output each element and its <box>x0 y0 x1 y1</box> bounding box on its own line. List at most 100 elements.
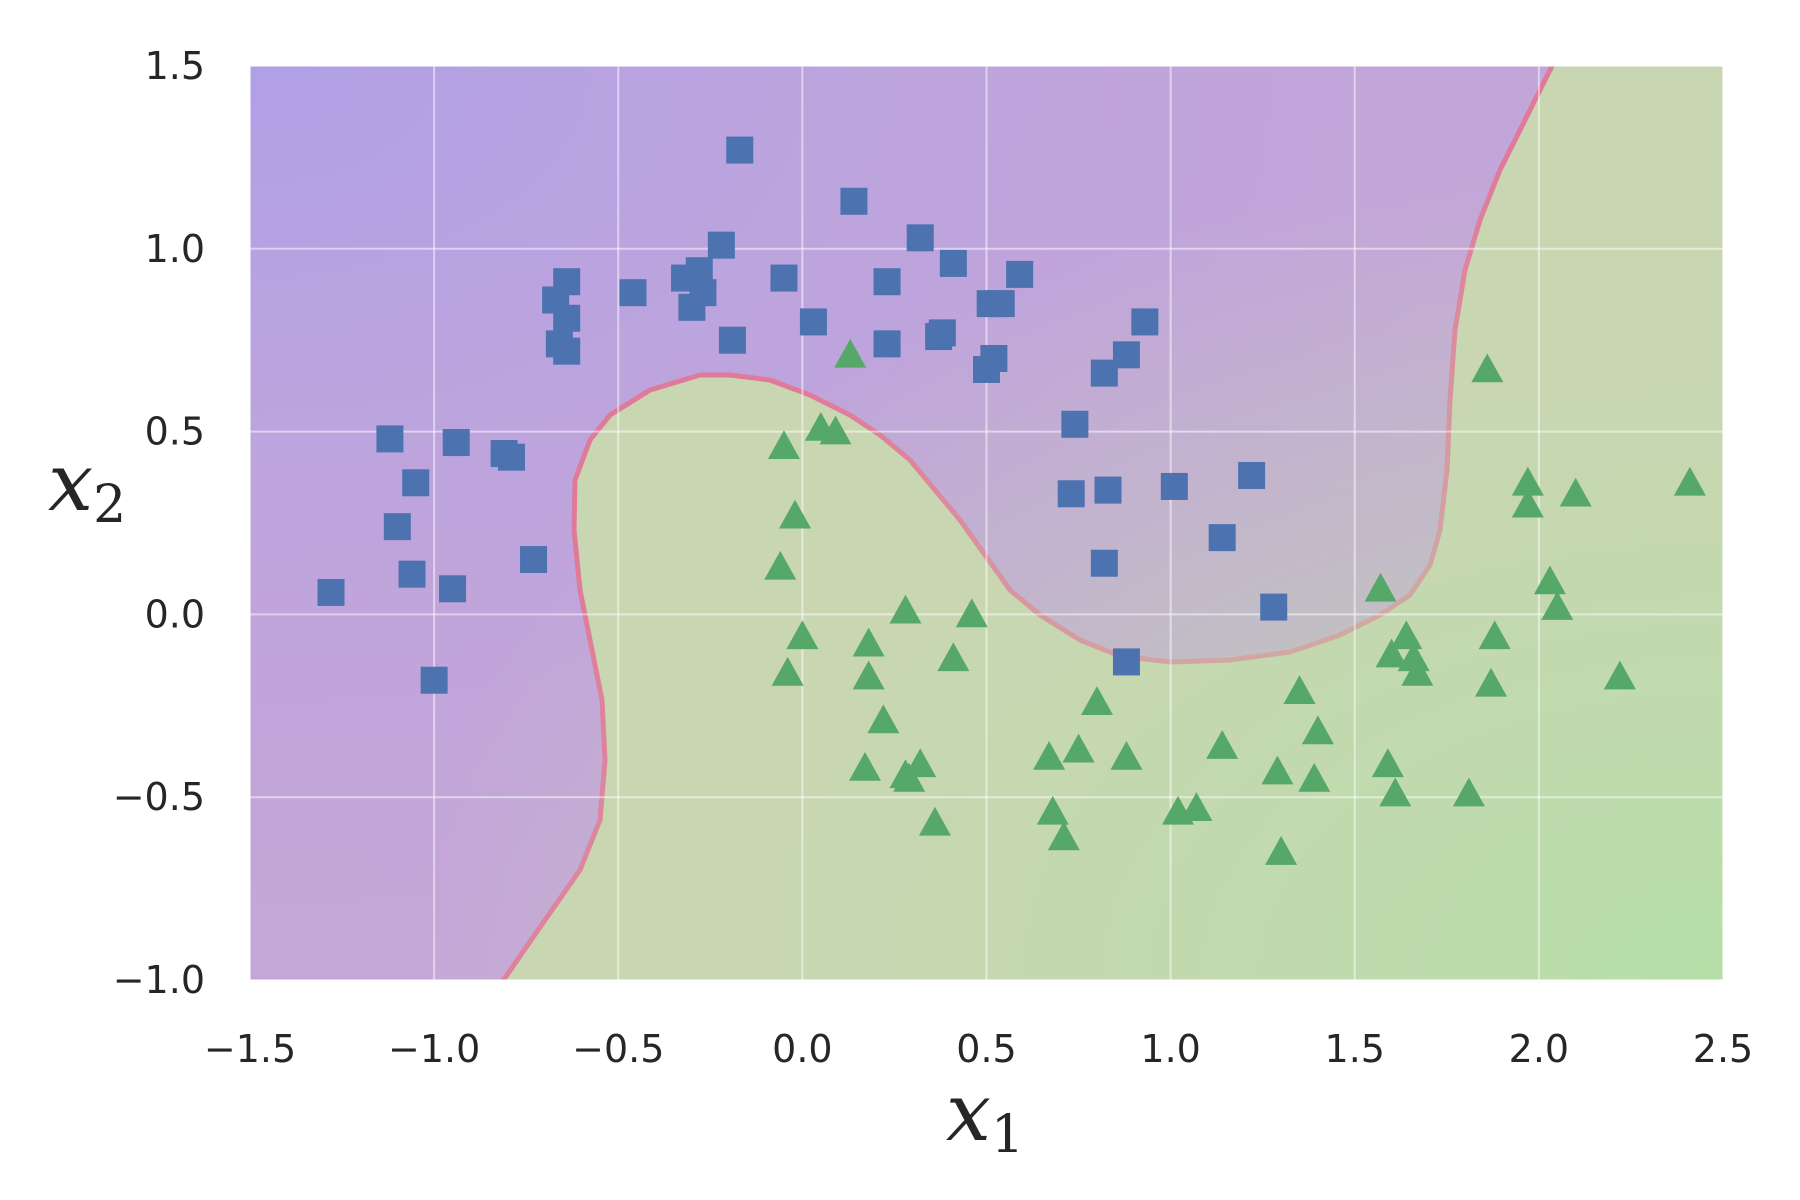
y-axis-label: x2 <box>48 436 126 535</box>
square-point <box>1090 359 1118 387</box>
plot-background <box>250 66 1723 980</box>
triangle-point <box>1511 466 1544 496</box>
triangle-point <box>1375 638 1408 668</box>
triangle-point <box>1265 836 1298 865</box>
square-point <box>906 224 934 252</box>
y-tick-label: 0.5 <box>145 410 205 454</box>
triangle-point <box>1603 660 1636 690</box>
square-point <box>1094 476 1122 504</box>
square-point <box>987 290 1015 318</box>
triangle-point <box>1298 762 1331 792</box>
y-tick-label: 1.0 <box>145 227 205 271</box>
square-point <box>770 264 798 292</box>
triangle-point <box>819 415 852 445</box>
square-point <box>383 513 411 541</box>
triangle-point <box>1390 620 1423 650</box>
x-tick-label: 1.5 <box>1325 1027 1385 1071</box>
square-point <box>925 323 953 351</box>
square-point <box>1260 593 1288 621</box>
triangle-point <box>767 430 800 460</box>
x-tick-label: 0.5 <box>956 1027 1016 1071</box>
triangle-point <box>1371 748 1404 778</box>
triangle-point <box>1452 777 1485 807</box>
axis-ticks: −1.5 −1.0 −0.5 0.0 0.5 1.0 1.5 2.0 2.5 −1.0 −0.5 0.… <box>113 44 1754 1071</box>
triangle-point <box>1036 795 1069 825</box>
triangle-point <box>955 598 988 628</box>
triangle-point <box>1261 755 1294 785</box>
square-point <box>442 429 470 457</box>
square-point <box>376 425 404 453</box>
triangle-point <box>918 806 951 836</box>
triangle-point <box>1541 591 1574 620</box>
triangle-point <box>1161 795 1194 825</box>
square-point <box>553 337 581 365</box>
triangle-point <box>848 751 881 781</box>
grid <box>250 66 1723 980</box>
square-point <box>1006 260 1034 288</box>
square-point <box>1208 524 1236 552</box>
triangle-point <box>786 620 819 650</box>
triangle-point <box>1180 792 1213 821</box>
triangle-point <box>1364 572 1397 602</box>
triangle-point <box>1283 675 1316 704</box>
square-point <box>402 469 430 497</box>
triangle-point <box>1379 777 1412 807</box>
triangle-point <box>937 642 970 672</box>
square-point <box>619 279 647 307</box>
square-point <box>973 355 1000 383</box>
triangle-point <box>1110 740 1143 770</box>
y-tick-label: −1.0 <box>113 958 205 1002</box>
x-tick-label: −1.5 <box>204 1027 296 1071</box>
triangle-point <box>1080 686 1113 715</box>
x-axis-label: x1 <box>946 1066 1024 1165</box>
y-tick-label: −0.5 <box>113 775 205 819</box>
x-tick-label: −1.0 <box>388 1027 480 1071</box>
triangle-point <box>852 660 885 690</box>
square-point <box>1131 308 1159 336</box>
triangle-point <box>771 656 804 686</box>
square-point <box>1057 480 1085 508</box>
square-point <box>317 578 345 606</box>
square-point <box>873 330 901 358</box>
x-tick-label: 0.0 <box>772 1027 832 1071</box>
triangle-point <box>852 627 885 657</box>
triangle-point <box>1047 821 1080 851</box>
square-point <box>939 249 967 277</box>
square-point <box>678 293 706 321</box>
square-point <box>398 560 426 588</box>
square-point <box>1112 648 1140 676</box>
y-tick-label: 0.0 <box>145 592 205 636</box>
triangle-point <box>1511 488 1544 518</box>
triangle-point <box>893 762 926 792</box>
x-tick-label: 2.0 <box>1509 1027 1569 1071</box>
x-tick-label: 2.5 <box>1693 1027 1753 1071</box>
square-point <box>799 308 827 336</box>
square-point <box>439 575 467 603</box>
triangle-point <box>889 594 922 624</box>
x-tick-label: −0.5 <box>572 1027 664 1071</box>
triangle-point <box>1673 466 1706 496</box>
data-points <box>317 136 1706 865</box>
triangle-point <box>1401 656 1434 686</box>
square-point <box>553 304 581 332</box>
square-point <box>1061 410 1089 438</box>
square-point <box>520 546 548 574</box>
square-point <box>1238 461 1266 489</box>
triangle-point <box>779 499 812 529</box>
x-tick-label: 1.0 <box>1140 1027 1200 1071</box>
square-point <box>1160 472 1188 500</box>
triangle-point <box>1206 730 1239 759</box>
triangle-point <box>1397 642 1430 672</box>
triangle-point <box>764 550 797 580</box>
square-point <box>1090 549 1118 577</box>
square-point <box>420 666 448 694</box>
triangle-point <box>1033 740 1066 770</box>
square-point <box>840 187 868 215</box>
triangle-point <box>1475 667 1508 697</box>
square-point <box>497 443 525 471</box>
triangle-point <box>1301 715 1334 745</box>
triangle-point <box>834 338 867 368</box>
square-point <box>726 136 754 164</box>
triangle-point <box>867 704 900 734</box>
